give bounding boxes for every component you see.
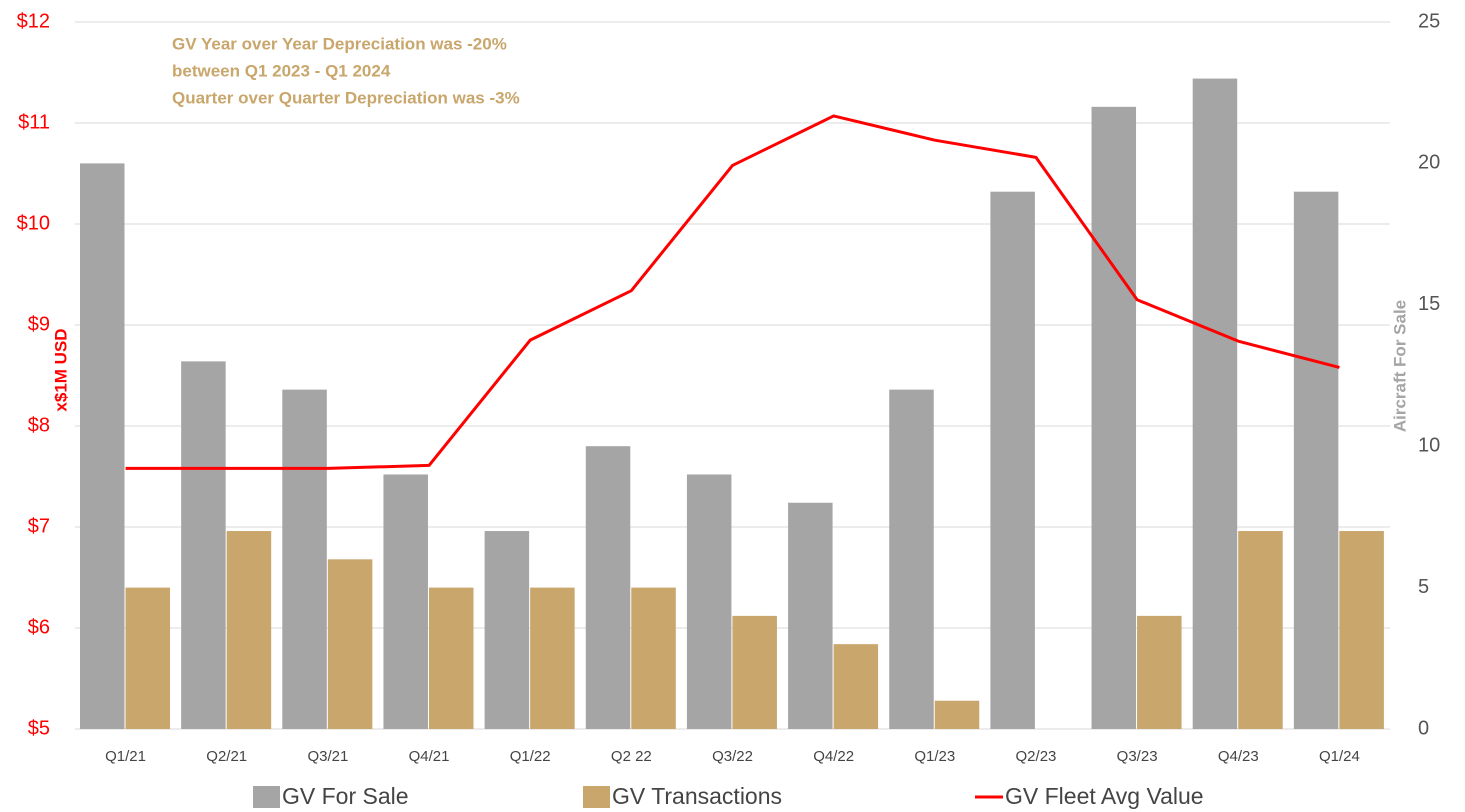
bar xyxy=(484,531,530,729)
bar xyxy=(1192,78,1238,729)
x-tick-label: Q2/23 xyxy=(1016,748,1057,765)
legend-label: GV Fleet Avg Value xyxy=(1005,783,1204,809)
x-tick-label: Q1/21 xyxy=(105,748,146,765)
y2-tick-label: 15 xyxy=(1418,293,1440,315)
x-tick-label: Q1/22 xyxy=(510,748,551,765)
bar xyxy=(125,587,171,729)
annotation: GV Year over Year Depreciation was -20% xyxy=(172,34,507,53)
x-tick-label: Q3/22 xyxy=(712,748,753,765)
bar xyxy=(181,361,226,729)
y-axis-label: x$1M USD xyxy=(51,328,70,411)
bar xyxy=(1091,106,1137,730)
y-tick-label: $8 xyxy=(28,414,50,436)
bar xyxy=(282,389,327,729)
y-tick-label: $5 xyxy=(28,717,50,739)
line xyxy=(125,114,1340,470)
bar xyxy=(1339,531,1384,729)
bar xyxy=(383,474,428,729)
y-tick-label: $12 xyxy=(17,10,50,32)
bar xyxy=(990,191,1035,729)
bar xyxy=(80,163,125,729)
y-tick-label: $7 xyxy=(28,515,50,537)
y-tick-label: $9 xyxy=(28,313,50,335)
y-tick-label: $10 xyxy=(17,212,50,234)
y2-tick-label: 0 xyxy=(1418,717,1429,739)
y-tick-label: $6 xyxy=(28,616,50,638)
annotation: between Q1 2023 - Q1 2024 xyxy=(172,61,391,80)
x-tick-label: Q2/21 xyxy=(206,748,247,765)
bar xyxy=(788,502,833,729)
x-tick-label: Q4/22 xyxy=(813,748,854,765)
bar xyxy=(833,644,879,729)
y2-tick-label: 20 xyxy=(1418,152,1440,174)
bar xyxy=(631,587,676,729)
y-tick-label: $11 xyxy=(18,111,50,133)
legend-label: GV For Sale xyxy=(282,783,409,809)
bar xyxy=(686,474,732,729)
bar xyxy=(1238,531,1283,729)
x-tick-label: Q1/23 xyxy=(914,748,955,765)
x-tick-label: Q4/23 xyxy=(1218,748,1259,765)
bar xyxy=(327,559,373,729)
bar xyxy=(1293,191,1339,729)
bar xyxy=(530,587,575,729)
bar xyxy=(585,446,631,729)
bar xyxy=(934,700,980,729)
legend: GV For Sale GV Transactions GV Fleet Avg… xyxy=(253,783,1204,809)
bar xyxy=(226,531,272,729)
x-tick-label: Q3/23 xyxy=(1117,748,1158,765)
bar xyxy=(428,587,474,729)
x-tick-label: Q1/24 xyxy=(1319,748,1360,765)
y2-tick-label: 25 xyxy=(1418,10,1440,32)
x-tick-label: Q4/21 xyxy=(409,748,450,765)
legend-label: GV Transactions xyxy=(612,783,782,809)
x-tick-label: Q3/21 xyxy=(307,748,348,765)
bar xyxy=(1137,615,1182,729)
y2-tick-label: 10 xyxy=(1418,434,1440,456)
legend-swatch xyxy=(583,786,610,808)
annotation: Quarter over Quarter Depreciation was -3… xyxy=(172,88,520,107)
y2-axis-label: Aircraft For Sale xyxy=(1390,300,1409,432)
y2-tick-label: 5 xyxy=(1418,576,1429,598)
legend-swatch xyxy=(253,786,280,808)
x-tick-label: Q2 22 xyxy=(611,748,652,765)
bar xyxy=(732,615,777,729)
bar xyxy=(889,389,934,729)
